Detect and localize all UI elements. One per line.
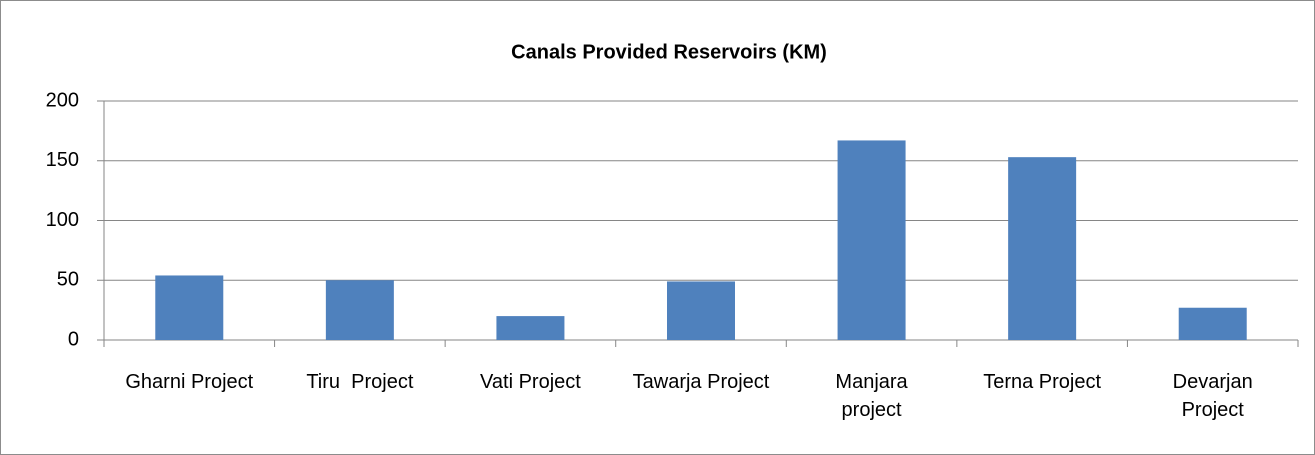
- x-tick-label: Manjara project: [835, 371, 908, 421]
- bar: [1008, 157, 1077, 340]
- y-tick-label: 150: [46, 149, 79, 171]
- bar: [667, 281, 735, 340]
- x-tick-label: Devarjan Project: [1172, 371, 1253, 421]
- bar: [496, 316, 565, 340]
- x-tick-label: Gharni Project: [125, 371, 254, 393]
- bar: [1178, 307, 1247, 340]
- y-tick-label: 200: [46, 89, 79, 111]
- bar: [155, 275, 224, 340]
- x-tick-label: Terna Project: [983, 371, 1102, 393]
- y-tick-label: 50: [57, 269, 79, 291]
- y-tick-label: 100: [46, 209, 79, 231]
- bar: [837, 140, 906, 340]
- x-tick-label: Vati Project: [480, 371, 581, 393]
- x-tick-label: Tawarja Project: [632, 371, 770, 393]
- x-tick-label: Tiru Project: [306, 371, 414, 393]
- chart-title: Canals Provided Reservoirs (KM): [511, 41, 827, 63]
- bar: [325, 280, 394, 340]
- y-tick-label: 0: [68, 328, 79, 350]
